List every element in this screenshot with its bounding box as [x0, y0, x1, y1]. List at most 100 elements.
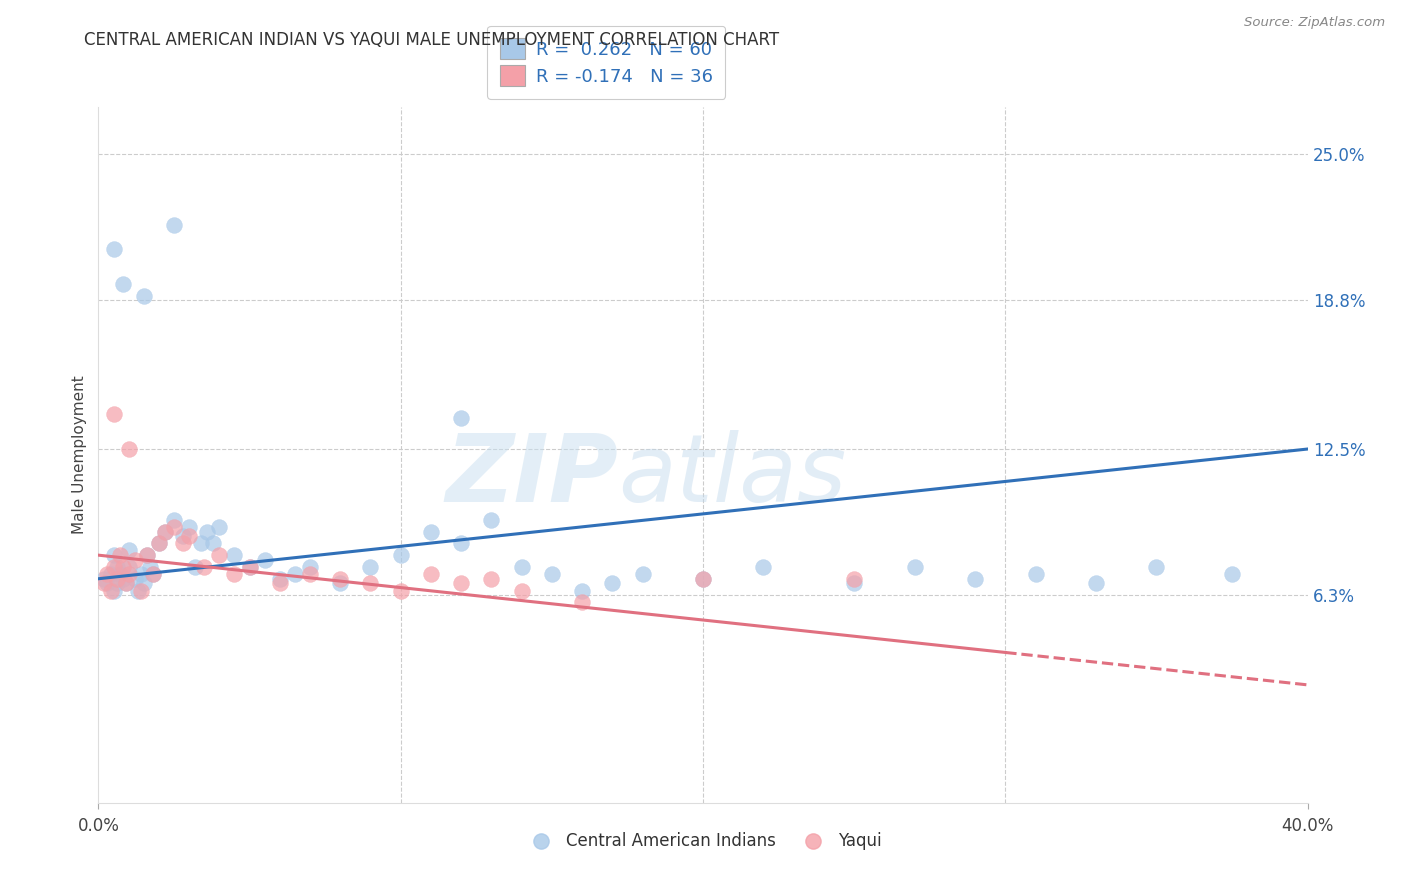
Point: [193, 560, 215, 574]
Point: [239, 560, 262, 574]
Point: [93, 576, 115, 591]
Point: [389, 548, 412, 562]
Point: [299, 560, 322, 574]
Point: [111, 560, 134, 574]
Point: [105, 572, 128, 586]
Point: [103, 407, 125, 421]
Point: [450, 411, 472, 425]
Point: [103, 548, 125, 562]
Point: [1220, 567, 1243, 582]
Point: [105, 576, 128, 591]
Point: [172, 529, 194, 543]
Point: [329, 572, 352, 586]
Text: Source: ZipAtlas.com: Source: ZipAtlas.com: [1244, 16, 1385, 29]
Point: [179, 520, 201, 534]
Point: [190, 536, 212, 550]
Point: [163, 218, 186, 232]
Point: [118, 560, 141, 574]
Point: [148, 536, 170, 550]
Point: [224, 548, 246, 562]
Point: [1085, 576, 1108, 591]
Point: [118, 567, 141, 582]
Point: [450, 576, 472, 591]
Point: [124, 572, 146, 586]
Point: [752, 560, 775, 574]
Point: [163, 513, 186, 527]
Point: [163, 520, 186, 534]
Point: [103, 583, 125, 598]
Text: ZIP: ZIP: [446, 430, 619, 522]
Point: [239, 560, 262, 574]
Point: [1024, 567, 1046, 582]
Point: [904, 560, 927, 574]
Point: [108, 548, 131, 562]
Point: [132, 576, 155, 591]
Point: [108, 567, 131, 582]
Point: [129, 567, 152, 582]
Point: [111, 572, 134, 586]
Point: [420, 524, 443, 539]
Point: [100, 583, 122, 598]
Point: [172, 536, 194, 550]
Point: [269, 576, 291, 591]
Point: [631, 567, 654, 582]
Point: [844, 572, 866, 586]
Point: [135, 548, 157, 562]
Point: [135, 548, 157, 562]
Point: [118, 543, 141, 558]
Point: [844, 576, 866, 591]
Point: [329, 576, 352, 591]
Point: [208, 520, 231, 534]
Point: [360, 576, 382, 591]
Point: [124, 553, 146, 567]
Point: [1144, 560, 1167, 574]
Point: [148, 536, 170, 550]
Point: [153, 524, 176, 539]
Point: [510, 560, 533, 574]
Point: [179, 529, 201, 543]
Point: [142, 567, 165, 582]
Y-axis label: Male Unemployment: Male Unemployment: [72, 376, 87, 534]
Point: [481, 572, 503, 586]
Point: [510, 583, 533, 598]
Point: [224, 567, 246, 582]
Point: [420, 567, 443, 582]
Point: [602, 576, 624, 591]
Point: [93, 572, 115, 586]
Point: [692, 572, 714, 586]
Point: [571, 583, 593, 598]
Point: [184, 560, 207, 574]
Point: [105, 560, 128, 574]
Point: [450, 536, 472, 550]
Point: [114, 576, 136, 591]
Point: [692, 572, 714, 586]
Point: [965, 572, 987, 586]
Point: [540, 567, 562, 582]
Point: [389, 583, 412, 598]
Point: [111, 277, 134, 291]
Point: [132, 289, 155, 303]
Point: [153, 524, 176, 539]
Point: [139, 560, 162, 574]
Point: [284, 567, 307, 582]
Point: [253, 553, 276, 567]
Point: [269, 572, 291, 586]
Point: [103, 560, 125, 574]
Point: [114, 576, 136, 591]
Point: [129, 583, 152, 598]
Text: CENTRAL AMERICAN INDIAN VS YAQUI MALE UNEMPLOYMENT CORRELATION CHART: CENTRAL AMERICAN INDIAN VS YAQUI MALE UN…: [84, 31, 779, 49]
Point: [103, 242, 125, 256]
Point: [208, 548, 231, 562]
Point: [195, 524, 218, 539]
Point: [202, 536, 225, 550]
Point: [299, 567, 322, 582]
Point: [360, 560, 382, 574]
Point: [127, 583, 149, 598]
Legend: Central American Indians, Yaqui: Central American Indians, Yaqui: [517, 826, 889, 857]
Point: [142, 567, 165, 582]
Point: [481, 513, 503, 527]
Point: [96, 567, 118, 582]
Point: [96, 576, 118, 591]
Text: atlas: atlas: [619, 430, 846, 521]
Point: [571, 595, 593, 609]
